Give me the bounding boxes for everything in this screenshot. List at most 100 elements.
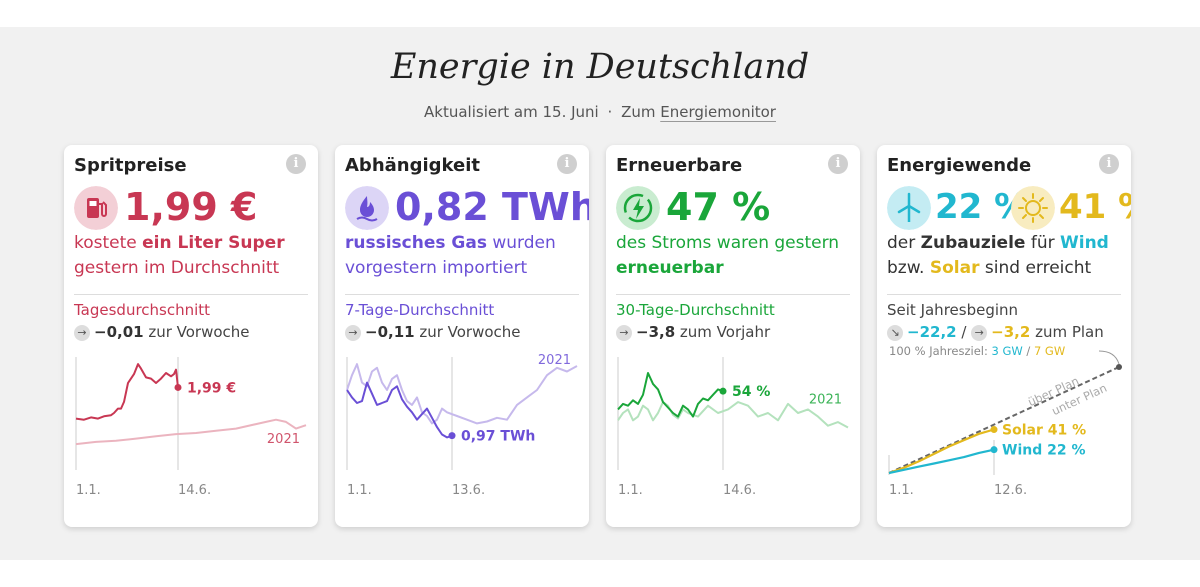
plan-line — [888, 366, 1120, 474]
hero-value: 1,99 € — [124, 185, 258, 229]
updated-date: Aktualisiert am 15. Juni — [424, 103, 599, 121]
description-part: kostete — [74, 233, 143, 253]
end-point-marker — [174, 383, 182, 391]
x-tick-label: 1.1. — [618, 483, 643, 498]
description: des Stroms waren gestern erneuerbar — [616, 231, 856, 281]
change-line: → −0,11 zur Vorwoche — [345, 323, 521, 341]
change-line: → −0,01 zur Vorwoche — [74, 323, 250, 341]
renewable-share-chart: 1.1. 14.6. 54 % 2021 — [617, 357, 849, 498]
divider — [887, 294, 1121, 295]
target-solar: 7 GW — [1030, 345, 1065, 358]
description-part: bzw. — [887, 258, 930, 278]
end-value-label: 1,99 € — [187, 380, 236, 396]
card-energiewende: Energiewende i 22 % 41 % der Zubauziele … — [877, 145, 1131, 527]
end-value-label: 54 % — [732, 384, 770, 400]
series-line-2022 — [346, 381, 453, 439]
description-part: des Stroms waren gestern — [616, 233, 840, 253]
gas-import-chart: 1.1. 13.6. 0,97 TWh 2021 — [346, 353, 578, 498]
description-part: für — [1025, 233, 1060, 253]
info-icon[interactable]: i — [1099, 154, 1119, 174]
card-title: Spritpreise — [74, 155, 187, 176]
description-part: Wind — [1060, 233, 1109, 253]
description: kostete ein Liter Super gestern im Durch… — [74, 231, 314, 281]
description-part: sind erreicht — [979, 258, 1092, 278]
target-wind: 3 GW — [988, 345, 1023, 358]
description-part: Solar — [929, 258, 980, 278]
x-tick-label: 13.6. — [452, 483, 485, 498]
card-title: Energiewende — [887, 155, 1032, 176]
divider — [74, 294, 308, 295]
series-label-2021: 2021 — [267, 432, 300, 447]
change-solar: −3,2 — [991, 323, 1031, 341]
fuel-price-chart: 1.1. 14.6. 1,99 € 2021 — [75, 357, 307, 498]
end-value-label: Wind 22 % — [1002, 443, 1086, 459]
series-line-wind — [888, 448, 995, 475]
change-value: −3,8 — [636, 323, 676, 341]
divider — [616, 294, 850, 295]
series-line-2022 — [617, 372, 724, 418]
end-point-marker — [448, 432, 456, 440]
change-line: → −22,2 / → −3,2 zum Plan — [883, 321, 1104, 345]
info-icon[interactable]: i — [557, 154, 577, 174]
energiemonitor-link[interactable]: Energiemonitor — [660, 103, 776, 121]
description-part: der — [887, 233, 921, 253]
change-slash: / — [956, 323, 972, 341]
change-value: −0,11 — [365, 323, 415, 341]
target-connector — [1098, 350, 1120, 365]
end-point-marker — [990, 426, 998, 434]
hero-value: 0,82 TWh — [395, 185, 589, 229]
fuel-pump-icon — [74, 186, 118, 230]
average-label: 7-Tage-Durchschnitt — [345, 301, 495, 319]
series-label-2021: 2021 — [809, 392, 842, 407]
hero-value-solar: 41 % — [1059, 187, 1131, 227]
arrow-right-icon: → — [971, 325, 988, 341]
page-title: Energie in Deutschland — [390, 47, 810, 87]
change-text: zum Plan — [1030, 323, 1104, 341]
average-label: Seit Jahresbeginn — [887, 301, 1019, 319]
description-part: ein Liter Super — [142, 233, 285, 253]
change-text: zur Vorwoche — [414, 323, 521, 341]
series-line-2021 — [75, 418, 307, 446]
gas-flame-icon — [345, 186, 389, 230]
series-line-solar — [888, 428, 995, 475]
card-title: Erneuerbare — [616, 155, 743, 176]
card-abhaengigkeit: Abhängigkeit i 0,82 TWh russisches Gas w… — [335, 145, 589, 527]
change-wind: −22,2 — [907, 323, 957, 341]
info-icon[interactable]: i — [828, 154, 848, 174]
series-label-2021: 2021 — [538, 353, 571, 368]
info-icon[interactable]: i — [286, 154, 306, 174]
target-point-marker — [1116, 364, 1122, 370]
hero-value: 47 % — [666, 185, 771, 229]
card-erneuerbare: Erneuerbare i 47 % des Stroms waren gest… — [606, 145, 860, 527]
card-spritpreise: Spritpreise i 1,99 € kostete ein Liter S… — [64, 145, 318, 527]
description-part: Zubauziele — [920, 233, 1026, 253]
arrow-right-icon: → — [345, 325, 361, 341]
description: der Zubauziele für Wind bzw. Solar sind … — [887, 231, 1127, 281]
x-tick-label: 1.1. — [889, 483, 914, 498]
sun-icon — [1011, 186, 1055, 230]
change-line: → −3,8 zum Vorjahr — [616, 323, 770, 341]
renewable-energy-icon — [616, 186, 660, 230]
average-label: Tagesdurchschnitt — [74, 301, 211, 319]
end-value-label: 0,97 TWh — [461, 429, 535, 445]
x-tick-label: 14.6. — [723, 483, 756, 498]
x-tick-label: 12.6. — [994, 483, 1027, 498]
series-line-2021 — [346, 363, 578, 425]
separator: · — [607, 103, 613, 121]
x-tick-label: 1.1. — [347, 483, 372, 498]
divider — [345, 294, 579, 295]
x-tick-label: 14.6. — [178, 483, 211, 498]
average-label: 30-Tage-Durchschnitt — [616, 301, 775, 319]
change-text: zur Vorwoche — [143, 323, 250, 341]
arrow-right-icon: → — [74, 325, 90, 341]
description-part: gestern im Durchschnitt — [74, 258, 280, 278]
target-label: 100 % Jahresziel: 3 GW / 7 GW — [889, 345, 1065, 358]
end-value-label: Solar 41 % — [1002, 423, 1086, 439]
change-value: −0,01 — [94, 323, 144, 341]
arrow-right-icon: → — [616, 325, 632, 341]
description: russisches Gas wurden vorgestern importi… — [345, 231, 585, 281]
series-line-2021 — [617, 401, 849, 429]
description-part: wurden vorgestern importiert — [345, 233, 556, 278]
series-line-2022 — [75, 363, 179, 421]
arrow-down-right-icon: → — [883, 321, 907, 345]
